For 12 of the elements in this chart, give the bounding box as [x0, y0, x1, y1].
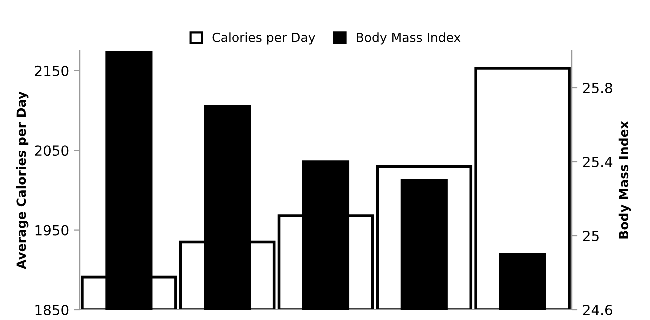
y-axis-title: Average Calories per Day	[16, 92, 29, 270]
y2-tick-label: 24.6	[583, 304, 612, 316]
legend-label: Calories per Day	[212, 32, 316, 45]
y-tick-label: 2050	[35, 146, 69, 156]
y2-tick-label: 25	[583, 230, 599, 242]
y2-axis-title: Body Mass Index	[618, 121, 632, 239]
y-tick-label: 1850	[36, 304, 69, 316]
y2-tick-label: 25.4	[583, 156, 613, 168]
y-tick-label: 1950	[36, 225, 69, 236]
y-tick-label: 2150	[35, 66, 69, 76]
y2-tick-label: 25.8	[583, 82, 612, 94]
legend-label: Body Mass Index	[357, 32, 461, 45]
